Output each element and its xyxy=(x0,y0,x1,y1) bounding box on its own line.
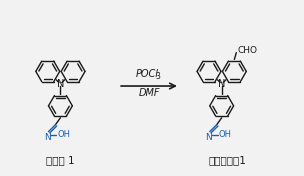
Text: OH: OH xyxy=(57,130,71,139)
Text: N: N xyxy=(57,79,64,89)
Text: 中间体 1: 中间体 1 xyxy=(46,155,75,165)
Text: 探针化合物1: 探针化合物1 xyxy=(209,155,247,165)
Text: N: N xyxy=(44,133,51,142)
Text: DMF: DMF xyxy=(138,88,160,98)
Text: OH: OH xyxy=(219,130,232,139)
Text: N: N xyxy=(206,133,212,142)
Text: POCl: POCl xyxy=(136,69,158,79)
Text: CHO: CHO xyxy=(237,46,257,55)
Text: N: N xyxy=(218,79,225,89)
Text: 3: 3 xyxy=(156,72,161,81)
